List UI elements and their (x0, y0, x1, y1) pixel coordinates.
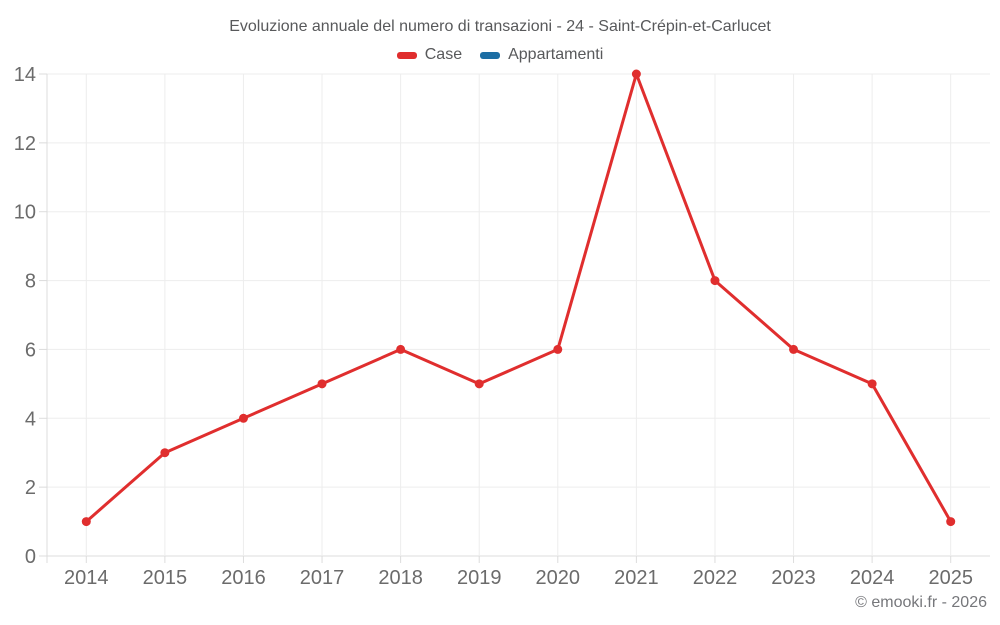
x-axis-label: 2014 (64, 567, 109, 589)
x-axis-label: 2024 (850, 567, 895, 589)
data-point-2014[interactable] (81, 517, 91, 527)
y-axis-label: 6 (25, 339, 36, 361)
x-axis-label: 2022 (693, 567, 738, 589)
x-axis-label: 2017 (300, 567, 345, 589)
x-axis-label: 2025 (928, 567, 973, 589)
x-axis-label: 2015 (143, 567, 188, 589)
legend-swatch-case (396, 51, 417, 59)
y-axis-label: 10 (14, 202, 36, 224)
data-point-2022[interactable] (710, 276, 720, 286)
data-point-2021[interactable] (631, 69, 641, 79)
x-axis-label: 2018 (378, 567, 423, 589)
data-point-2018[interactable] (396, 344, 406, 354)
y-axis-label: 2 (25, 477, 36, 499)
data-point-2025[interactable] (946, 517, 956, 527)
data-point-2023[interactable] (789, 344, 799, 354)
x-axis-label: 2023 (771, 567, 816, 589)
data-point-2020[interactable] (553, 344, 563, 354)
y-axis-label: 8 (25, 271, 36, 293)
chart-title: Evoluzione annuale del numero di transaz… (229, 18, 771, 35)
y-axis-label: 0 (25, 546, 36, 568)
legend-swatch-appartamenti (480, 51, 501, 59)
legend-label: Case (424, 46, 463, 63)
data-point-2019[interactable] (474, 379, 484, 389)
data-point-2016[interactable] (238, 413, 248, 423)
legend: Case Appartamenti (0, 46, 1000, 64)
x-axis-label: 2019 (457, 567, 502, 589)
copyright-text: © emooki.fr - 2026 (855, 594, 987, 611)
y-axis-label: 12 (14, 133, 36, 155)
x-axis-label: 2021 (614, 567, 659, 589)
legend-label: Appartamenti (508, 46, 604, 63)
legend-item-case[interactable]: Case (396, 46, 463, 64)
y-axis-label: 14 (14, 64, 36, 86)
legend-item-appartamenti[interactable]: Appartamenti (480, 46, 603, 64)
data-point-2015[interactable] (160, 448, 170, 458)
y-axis-label: 4 (25, 408, 36, 430)
series-line-case (84, 72, 953, 524)
x-axis-label: 2016 (221, 567, 266, 589)
data-point-2017[interactable] (317, 379, 327, 389)
data-point-2024[interactable] (867, 379, 877, 389)
x-axis-label: 2020 (536, 567, 581, 589)
